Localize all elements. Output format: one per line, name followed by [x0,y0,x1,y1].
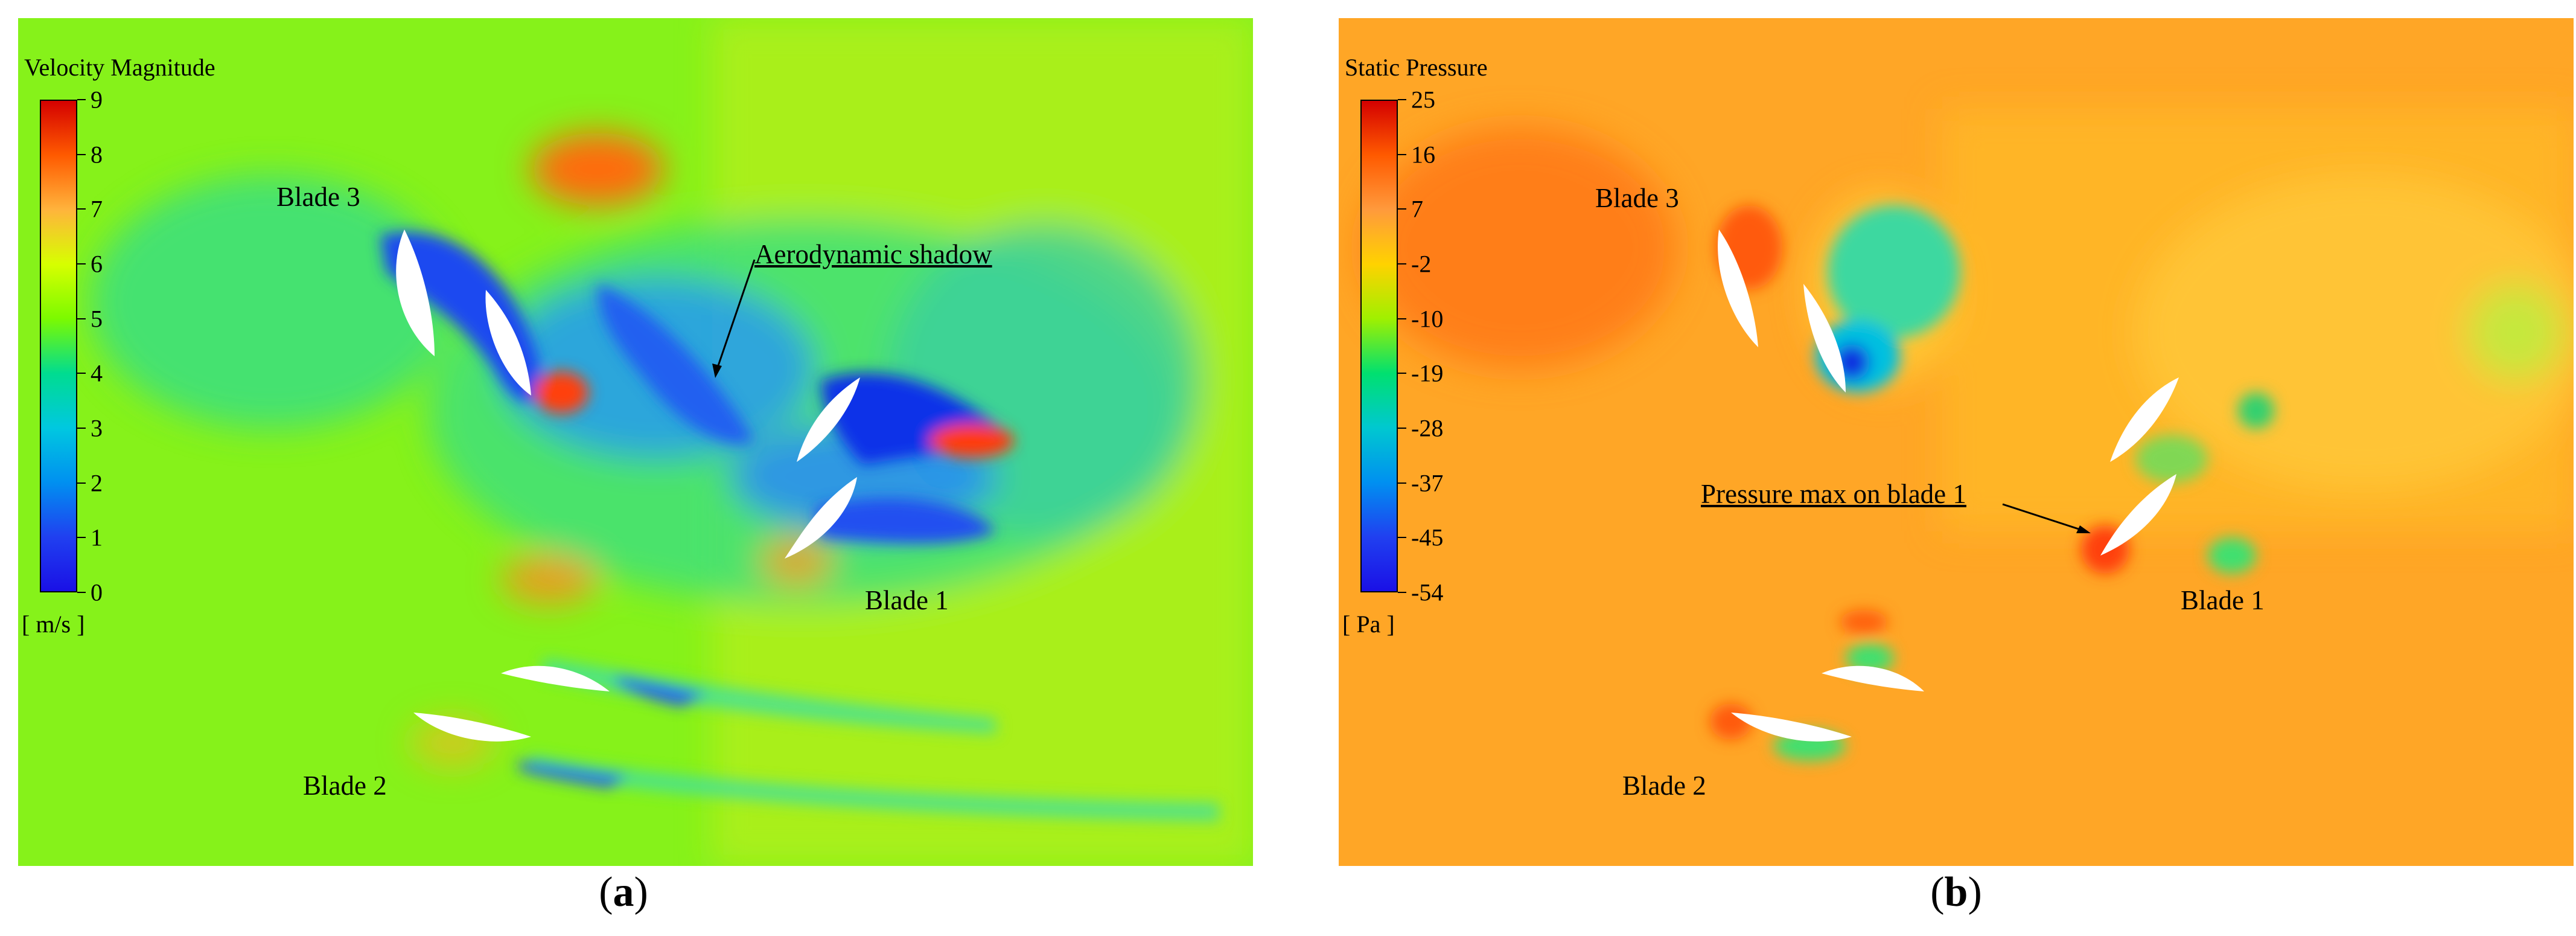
blade-1-label: Blade 1 [2181,585,2265,615]
blade-1-lower-airfoil [785,477,857,559]
pressure-field-plot [1339,18,2574,866]
blade-3-airfoil [396,229,435,356]
colorbar-tick-mark [77,99,86,100]
blade-2-label: Blade 2 [303,771,387,801]
colorbar-tick-mark [77,373,86,374]
colorbar-tick-label: -37 [1411,469,1444,497]
blade-3-second-airfoil [1803,284,1846,393]
pressure-colorbar [1360,100,1398,592]
colorbar-tick-mark [1398,373,1406,374]
blade-2-lower-airfoil [413,713,531,742]
caption-a: (a) [599,869,648,915]
colorbar-tick-mark [77,482,86,484]
colorbar-tick-label: 2 [91,469,103,497]
caption-b: (b) [1930,869,1982,915]
pressure-max-annotation: Pressure max on blade 1 [1701,479,1966,509]
colorbar-tick-mark [1398,537,1406,539]
colorbar-tick-label: 25 [1411,86,1435,114]
colorbar-tick-label: 3 [91,414,103,442]
colorbar-tick-label: 0 [91,579,103,606]
blade-3-label: Blade 3 [1595,183,1679,213]
colorbar-title: Velocity Magnitude [24,54,215,81]
colorbar-tick-label: -19 [1411,359,1444,387]
colorbar-tick-mark [77,592,86,593]
velocity-contour-panel: Velocity Magnitude 9 8 7 6 5 4 3 2 1 0 [ m/s ] Bl… [18,18,1253,866]
colorbar-tick-label: -28 [1411,414,1444,442]
colorbar-tick-label: 6 [91,250,103,278]
blade-1-lower-airfoil [2100,474,2176,556]
blade-3-airfoil [1718,229,1758,347]
colorbar-tick-mark [77,537,86,539]
blade-2-upper-airfoil [501,665,610,691]
pressure-contour-panel: Static Pressure 25 16 7 -2 -10 -19 -28 -37 -45 -5… [1339,18,2574,866]
colorbar-tick-label: 16 [1411,141,1435,168]
colorbar-tick-label: -10 [1411,305,1444,333]
pressure-arrow [2002,503,2087,533]
colorbar-tick-label: 7 [91,195,103,223]
colorbar-unit: [ m/s ] [22,611,85,638]
colorbar-tick-mark [1398,592,1406,593]
colorbar-tick-mark [1398,318,1406,319]
colorbar-tick-label: -2 [1411,250,1432,278]
colorbar-tick-mark [77,318,86,319]
shadow-arrow [714,259,756,375]
colorbar-tick-label: 5 [91,305,103,333]
pressure-arrowhead [2076,525,2091,533]
blade-2-upper-airfoil [1822,665,1924,691]
colorbar-tick-mark [77,208,86,210]
colorbar-tick-mark [77,263,86,264]
colorbar-tick-label: 7 [1411,195,1423,223]
colorbar-tick-mark [1398,208,1406,210]
colorbar-tick-label: 9 [91,86,103,114]
blade-2-lower-airfoil [1731,713,1852,742]
shadow-arrowhead [712,364,722,378]
colorbar-tick-mark [77,153,86,155]
blade-2-label: Blade 2 [1622,771,1706,801]
aerodynamic-shadow-annotation: Aerodynamic shadow [754,239,992,269]
colorbar-tick-mark [1398,428,1406,429]
blade-1-upper-airfoil [797,377,860,462]
velocity-field-plot [18,18,1253,866]
colorbar-tick-mark [1398,153,1406,155]
blade-1-label: Blade 1 [865,585,949,615]
blade-3-label: Blade 3 [276,182,360,212]
colorbar-tick-mark [77,428,86,429]
colorbar-tick-mark [1398,99,1406,100]
colorbar-tick-mark [1398,263,1406,264]
colorbar-tick-mark [1398,482,1406,484]
colorbar-tick-label: -45 [1411,524,1444,551]
colorbar-unit: [ Pa ] [1342,611,1395,638]
colorbar-tick-label: 1 [91,524,103,551]
velocity-colorbar [40,100,77,592]
colorbar-tick-label: -54 [1411,579,1444,606]
colorbar-title: Static Pressure [1345,54,1488,81]
colorbar-tick-label: 4 [91,359,103,387]
blade-3-second-airfoil [485,290,531,396]
colorbar-tick-label: 8 [91,141,103,168]
blade-1-upper-airfoil [2110,377,2179,462]
